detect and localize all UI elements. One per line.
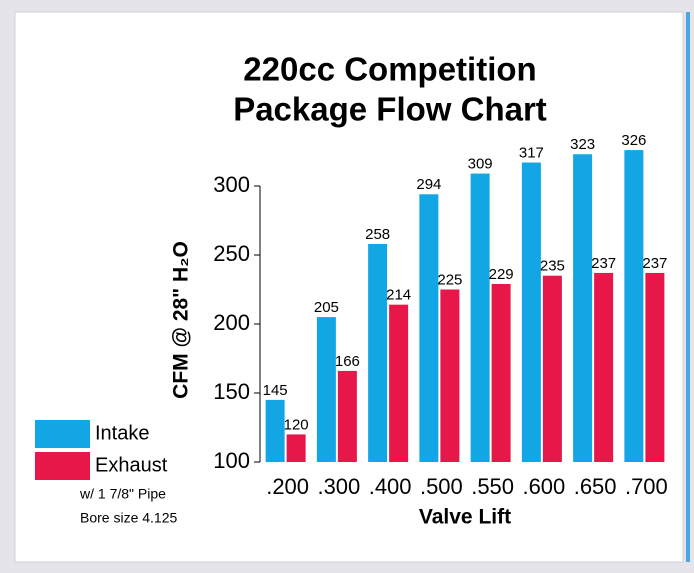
bar bbox=[419, 194, 439, 462]
note: Bore size 4.125 bbox=[80, 510, 177, 526]
bar bbox=[265, 399, 285, 462]
value-label: 145 bbox=[263, 382, 288, 399]
bar bbox=[521, 162, 541, 463]
y-tick-label: 100 bbox=[213, 448, 250, 473]
value-label: 258 bbox=[365, 226, 390, 243]
bar bbox=[594, 272, 614, 462]
x-tick-label: .650 bbox=[574, 474, 617, 499]
bar bbox=[542, 275, 562, 462]
bar bbox=[389, 304, 409, 462]
y-axis-label: CFM @ 28" H₂O bbox=[170, 241, 193, 399]
x-axis-label: Valve Lift bbox=[419, 506, 511, 529]
panel bbox=[14, 11, 684, 563]
value-label: 294 bbox=[416, 176, 441, 193]
value-label: 229 bbox=[489, 266, 514, 283]
bar bbox=[337, 370, 357, 462]
value-label: 323 bbox=[570, 136, 595, 153]
chart-title: Package Flow Chart bbox=[233, 91, 547, 128]
value-label: 214 bbox=[386, 287, 411, 304]
value-label: 237 bbox=[642, 255, 667, 272]
bar bbox=[624, 150, 644, 462]
x-tick-label: .300 bbox=[317, 474, 360, 499]
y-tick-label: 300 bbox=[213, 172, 250, 197]
value-label: 309 bbox=[468, 156, 493, 173]
bar bbox=[491, 283, 511, 462]
bar bbox=[573, 154, 593, 462]
value-label: 225 bbox=[437, 271, 462, 288]
bar bbox=[470, 173, 490, 462]
note: w/ 1 7/8" Pipe bbox=[79, 486, 166, 502]
bar bbox=[286, 434, 306, 462]
y-tick-label: 150 bbox=[213, 379, 250, 404]
x-tick-label: .200 bbox=[266, 474, 309, 499]
chart-title: 220cc Competition bbox=[243, 51, 536, 88]
value-label: 326 bbox=[621, 132, 646, 149]
value-label: 205 bbox=[314, 299, 339, 316]
x-tick-label: .600 bbox=[522, 474, 565, 499]
legend-swatch bbox=[35, 420, 90, 448]
value-label: 235 bbox=[540, 258, 565, 275]
bar bbox=[368, 243, 388, 462]
value-label: 166 bbox=[335, 353, 360, 370]
bar bbox=[440, 289, 460, 462]
edge-stripe bbox=[686, 12, 690, 562]
legend-label: Exhaust bbox=[95, 454, 168, 476]
value-label: 317 bbox=[519, 145, 544, 162]
value-label: 120 bbox=[284, 416, 309, 433]
bar bbox=[645, 272, 665, 462]
y-tick-label: 200 bbox=[213, 310, 250, 335]
x-tick-label: .400 bbox=[369, 474, 412, 499]
x-tick-label: .700 bbox=[625, 474, 668, 499]
legend-swatch bbox=[35, 452, 90, 480]
x-tick-label: .500 bbox=[420, 474, 463, 499]
legend-label: Intake bbox=[95, 422, 149, 444]
value-label: 237 bbox=[591, 255, 616, 272]
bar bbox=[316, 317, 336, 462]
x-tick-label: .550 bbox=[471, 474, 514, 499]
y-tick-label: 250 bbox=[213, 241, 250, 266]
